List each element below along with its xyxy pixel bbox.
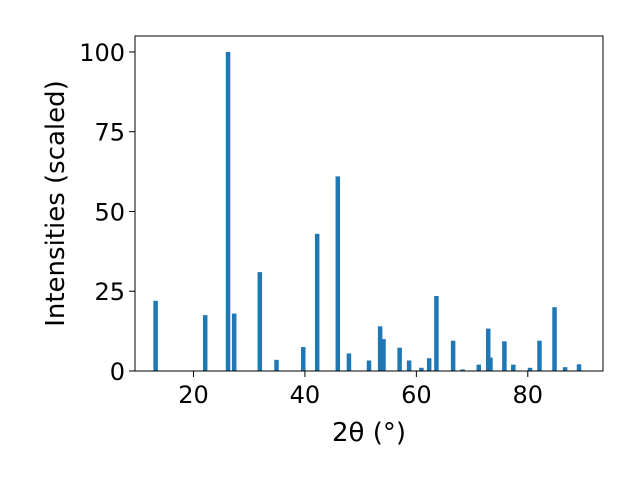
bar	[450, 340, 456, 371]
x-axis: 20 40 60 80	[178, 371, 543, 409]
bars-layer	[153, 51, 582, 371]
x-axis-title: 2θ (°)	[332, 418, 406, 448]
bar	[381, 339, 386, 371]
bar	[406, 360, 412, 371]
bar	[511, 364, 516, 371]
y-axis-title: Intensities (scaled)	[41, 80, 71, 327]
x-tick-label: 40	[290, 381, 321, 409]
x-tick-label: 60	[401, 381, 432, 409]
bar	[419, 367, 424, 371]
bar	[346, 353, 352, 371]
y-tick-label: 50	[94, 198, 125, 226]
bar	[231, 313, 237, 371]
bar	[274, 359, 279, 371]
bar	[562, 367, 568, 371]
y-tick-label: 25	[94, 278, 125, 306]
bar	[488, 357, 493, 371]
bar	[301, 347, 306, 371]
bar	[335, 176, 341, 371]
bar	[502, 341, 507, 371]
x-tick-label: 20	[178, 381, 209, 409]
plot-frame	[134, 35, 604, 372]
y-axis: 0 25 50 75 100	[79, 39, 135, 386]
bar	[527, 367, 533, 371]
bar	[434, 296, 439, 371]
y-tick-label: 100	[79, 39, 125, 67]
bar	[460, 369, 465, 371]
bar	[153, 300, 158, 371]
bar	[476, 364, 482, 371]
bar	[366, 360, 372, 371]
y-tick-label: 75	[94, 119, 125, 147]
bar	[537, 340, 542, 371]
bar	[426, 358, 432, 371]
bar	[485, 328, 491, 371]
bar	[225, 51, 231, 371]
bar	[576, 364, 582, 371]
bar	[257, 272, 263, 371]
bar	[377, 326, 383, 371]
x-tick-label: 80	[513, 381, 544, 409]
bar	[552, 307, 557, 371]
bar	[314, 233, 320, 371]
bar	[397, 347, 402, 371]
y-tick-label: 0	[110, 358, 125, 386]
bar	[202, 315, 208, 371]
